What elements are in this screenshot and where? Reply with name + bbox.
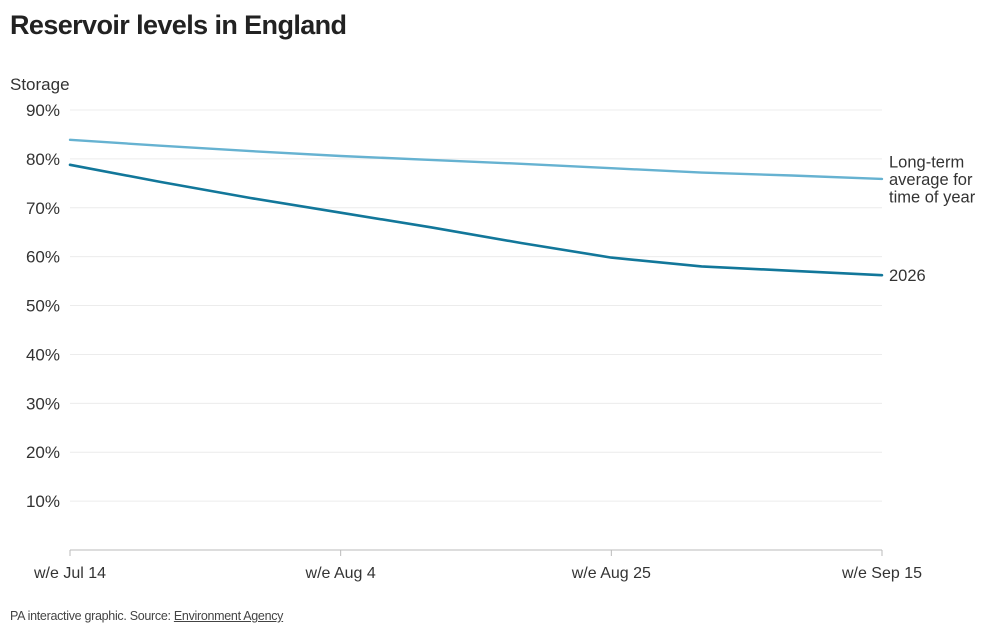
x-tick-label: w/e Jul 14 bbox=[33, 565, 106, 582]
y-tick-label: 70% bbox=[26, 199, 60, 218]
y-tick-label: 90% bbox=[26, 101, 60, 120]
y-tick-label: 80% bbox=[26, 150, 60, 169]
x-tick-label: w/e Aug 25 bbox=[571, 565, 651, 582]
gridlines bbox=[70, 109, 882, 502]
y-tick-label: 20% bbox=[26, 443, 60, 462]
series-line-long-term-average bbox=[68, 138, 884, 181]
series-label-long-term-average: Long-term average for time of year bbox=[889, 153, 976, 206]
y-axis-label: Storage bbox=[10, 75, 70, 94]
y-tick-label: 60% bbox=[26, 248, 60, 267]
series-label-2026: 2026 bbox=[889, 267, 926, 285]
y-tick-label: 50% bbox=[26, 297, 60, 316]
series-line-2026 bbox=[68, 163, 884, 277]
source-link[interactable]: Environment Agency bbox=[173, 609, 284, 623]
x-tick-label: w/e Sep 15 bbox=[841, 565, 922, 582]
series-lines bbox=[68, 138, 884, 277]
y-tick-label: 30% bbox=[26, 394, 60, 413]
x-tick-labels: w/e Jul 14 w/e Aug 4 w/e Aug 25 w/e Sep 15 bbox=[33, 550, 922, 582]
y-tick-labels: 10% 20% 30% 40% 50% 60% 70% 80% 90% bbox=[26, 101, 60, 511]
series-labels: Long-term average for time of year 2026 bbox=[889, 153, 976, 285]
chart-title: Reservoir levels in England bbox=[10, 10, 347, 40]
x-tick-label: w/e Aug 4 bbox=[305, 565, 376, 582]
y-tick-label: 40% bbox=[26, 345, 60, 364]
footer-text: PA interactive graphic. Source: bbox=[10, 609, 174, 623]
footer-credit: PA interactive graphic. Source: Environm… bbox=[10, 609, 283, 623]
y-tick-label: 10% bbox=[26, 492, 60, 511]
